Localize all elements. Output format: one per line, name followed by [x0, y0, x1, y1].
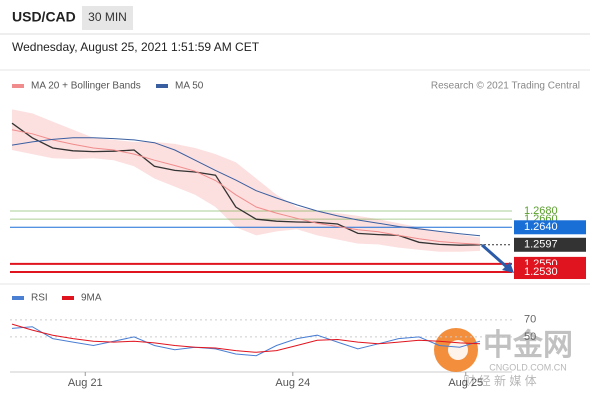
legend-label: MA 50	[175, 81, 204, 92]
legend-swatch	[12, 84, 24, 88]
interval-box	[82, 6, 133, 30]
watermark-name: 中金网	[483, 328, 573, 362]
legend-label: 9MA	[81, 293, 102, 304]
y-tick-label: 70	[524, 314, 536, 326]
watermark-logo	[448, 340, 468, 360]
interval: 30 MIN	[88, 10, 127, 24]
level-label: 1.2530	[524, 266, 558, 278]
legend-label: MA 20 + Bollinger Bands	[31, 81, 141, 92]
watermark-domain: CNGOLD.COM.CN	[489, 362, 567, 372]
timestamp: Wednesday, August 25, 2021 1:51:59 AM CE…	[12, 40, 260, 54]
bollinger-band	[12, 109, 480, 252]
level-label: 1.2640	[524, 221, 558, 233]
series-line	[11, 326, 481, 357]
level-label: 1.2597	[524, 239, 558, 251]
y-tick-label: 50	[524, 331, 536, 343]
level-box	[514, 220, 586, 235]
watermark-tagline: 财 经 新 媒 体	[463, 373, 536, 388]
series-line	[11, 137, 481, 237]
arrow	[481, 243, 509, 270]
level-box	[514, 237, 586, 252]
level-label: 1.2680	[524, 205, 558, 217]
legend-swatch	[156, 84, 168, 88]
x-tick-label: Aug 25	[448, 377, 483, 389]
source: Research © 2021 Trading Central	[431, 81, 580, 92]
series-line	[11, 129, 481, 245]
price-line	[11, 122, 481, 246]
level-box	[514, 265, 586, 280]
arrow-head	[502, 262, 514, 273]
legend-label: RSI	[31, 293, 48, 304]
legend-swatch	[62, 296, 74, 300]
x-tick-label: Aug 21	[68, 377, 103, 389]
x-tick-label: Aug 24	[275, 377, 310, 389]
symbol: USD/CAD	[12, 9, 76, 25]
series-line	[11, 323, 481, 353]
legend-swatch	[12, 296, 24, 300]
